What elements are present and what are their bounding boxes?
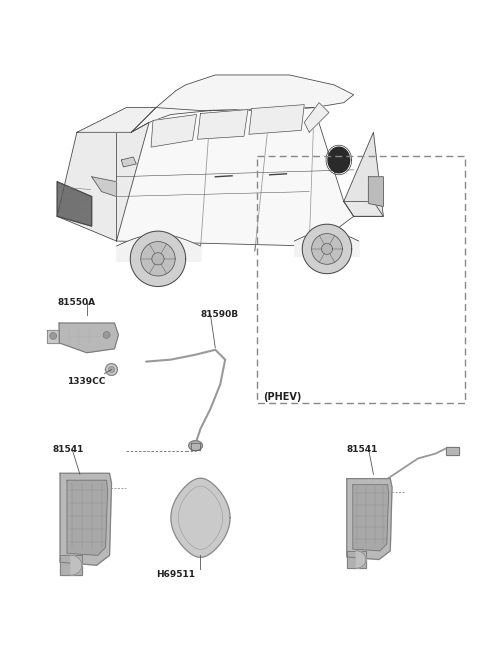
- Polygon shape: [60, 555, 82, 575]
- Text: 81590B: 81590B: [201, 310, 239, 319]
- Polygon shape: [344, 132, 384, 216]
- Polygon shape: [151, 114, 196, 147]
- Polygon shape: [171, 478, 230, 557]
- Polygon shape: [121, 157, 136, 167]
- Polygon shape: [249, 104, 304, 134]
- Polygon shape: [344, 202, 384, 216]
- Polygon shape: [47, 330, 59, 343]
- Polygon shape: [171, 478, 230, 557]
- Polygon shape: [197, 110, 248, 139]
- Polygon shape: [312, 234, 342, 264]
- Text: 81541: 81541: [52, 445, 84, 453]
- Polygon shape: [304, 102, 329, 132]
- Polygon shape: [108, 367, 114, 373]
- Polygon shape: [189, 441, 203, 451]
- Polygon shape: [347, 551, 366, 568]
- Polygon shape: [347, 479, 392, 560]
- Text: 81550A: 81550A: [57, 298, 95, 307]
- Polygon shape: [445, 447, 459, 455]
- Polygon shape: [130, 231, 186, 286]
- Text: 81541: 81541: [347, 445, 378, 453]
- Polygon shape: [369, 177, 384, 206]
- Polygon shape: [117, 108, 354, 246]
- Polygon shape: [104, 332, 109, 338]
- Polygon shape: [60, 473, 111, 565]
- Polygon shape: [50, 333, 56, 339]
- Polygon shape: [67, 480, 108, 555]
- Polygon shape: [57, 182, 92, 226]
- Polygon shape: [328, 147, 350, 173]
- Polygon shape: [152, 253, 164, 265]
- Text: H69511: H69511: [156, 570, 195, 579]
- Text: 1339CC: 1339CC: [67, 377, 106, 386]
- Polygon shape: [353, 485, 388, 551]
- Text: (PHEV): (PHEV): [263, 392, 301, 402]
- Polygon shape: [141, 242, 175, 276]
- Polygon shape: [302, 224, 352, 273]
- Polygon shape: [71, 555, 82, 575]
- Polygon shape: [77, 108, 156, 132]
- Polygon shape: [191, 443, 201, 449]
- Polygon shape: [106, 363, 118, 375]
- Polygon shape: [356, 551, 366, 568]
- Polygon shape: [322, 244, 333, 254]
- Polygon shape: [92, 177, 117, 196]
- Polygon shape: [59, 323, 119, 353]
- Polygon shape: [57, 122, 149, 241]
- Polygon shape: [131, 75, 354, 132]
